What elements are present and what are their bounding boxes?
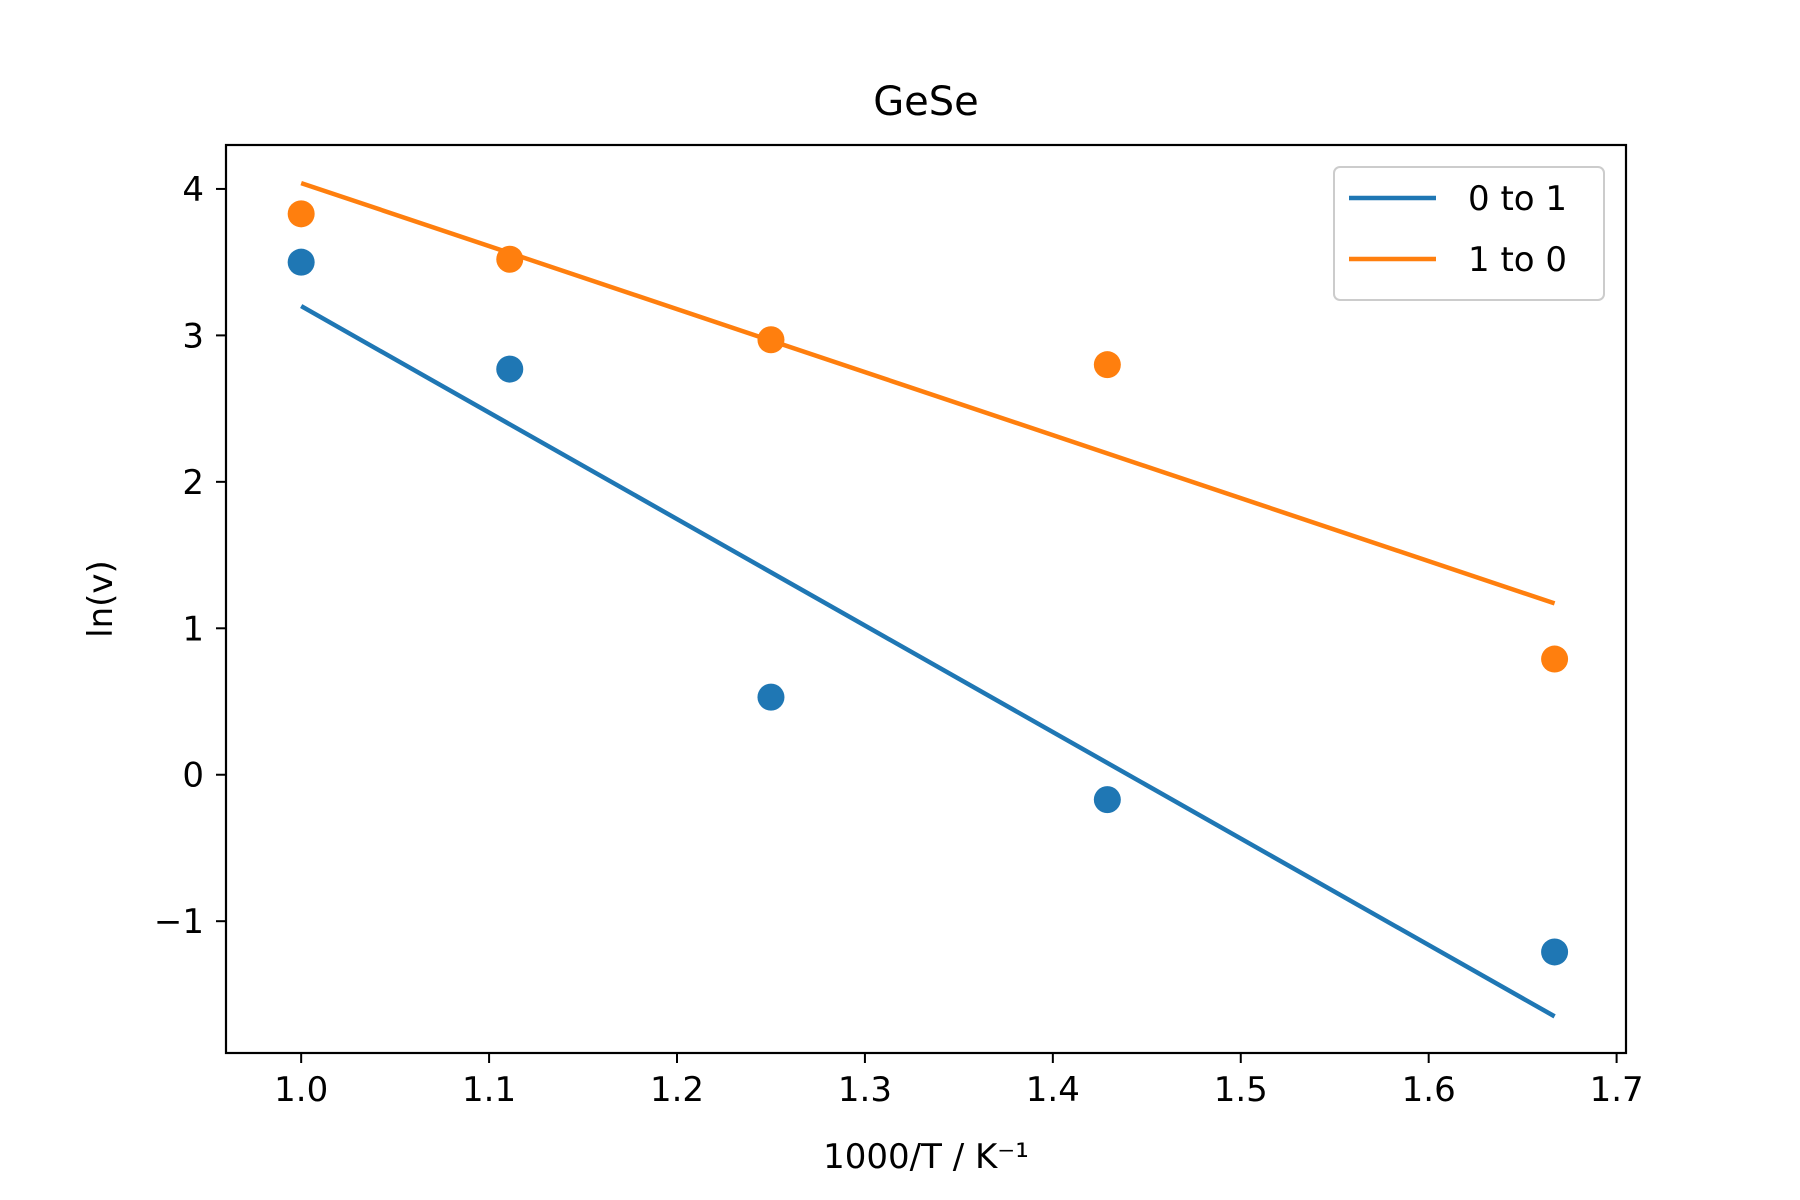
data-point-series-1 bbox=[287, 200, 315, 228]
y-tick-label: 1 bbox=[182, 609, 204, 649]
data-point-series-0 bbox=[757, 683, 785, 711]
data-point-series-1 bbox=[1541, 645, 1569, 673]
axes-frame bbox=[224, 143, 1628, 1055]
data-point-series-1 bbox=[496, 245, 524, 273]
x-axis-label: 1000/T / K⁻¹ bbox=[823, 1137, 1029, 1177]
data-point-series-0 bbox=[287, 248, 315, 276]
x-tick-label: 1.2 bbox=[650, 1070, 704, 1110]
y-axis-label: ln(v) bbox=[81, 560, 121, 638]
data-point-series-0 bbox=[496, 355, 524, 383]
x-tick-label: 1.4 bbox=[1026, 1070, 1080, 1110]
x-tick-label: 1.7 bbox=[1590, 1070, 1644, 1110]
y-tick-label: 4 bbox=[182, 170, 204, 210]
x-tick-label: 1.5 bbox=[1214, 1070, 1268, 1110]
y-tick-label: −1 bbox=[154, 902, 204, 942]
legend: 0 to 1 1 to 0 bbox=[1333, 166, 1605, 301]
fit-line-series-0 bbox=[300, 304, 1556, 1019]
data-point-series-1 bbox=[757, 326, 785, 354]
data-point-series-0 bbox=[1541, 938, 1569, 966]
legend-label: 1 to 0 bbox=[1468, 240, 1567, 280]
x-axis: 1.0 1.1 1.2 1.3 1.4 1.5 1.6 1.7 bbox=[274, 1053, 1644, 1110]
x-tick-label: 1.6 bbox=[1402, 1070, 1456, 1110]
data-point-series-0 bbox=[1093, 786, 1121, 814]
y-tick-label: 2 bbox=[182, 463, 204, 503]
data-point-series-1 bbox=[1093, 351, 1121, 379]
plot-area bbox=[287, 180, 1569, 1019]
y-tick-label: 3 bbox=[182, 316, 204, 356]
y-tick-label: 0 bbox=[182, 756, 204, 796]
x-tick-label: 1.0 bbox=[274, 1070, 328, 1110]
x-tick-label: 1.3 bbox=[838, 1070, 892, 1110]
chart-title: GeSe bbox=[873, 79, 979, 125]
x-tick-label: 1.1 bbox=[462, 1070, 516, 1110]
legend-label: 0 to 1 bbox=[1468, 179, 1567, 219]
y-axis: −1 0 1 2 3 4 bbox=[154, 170, 226, 942]
